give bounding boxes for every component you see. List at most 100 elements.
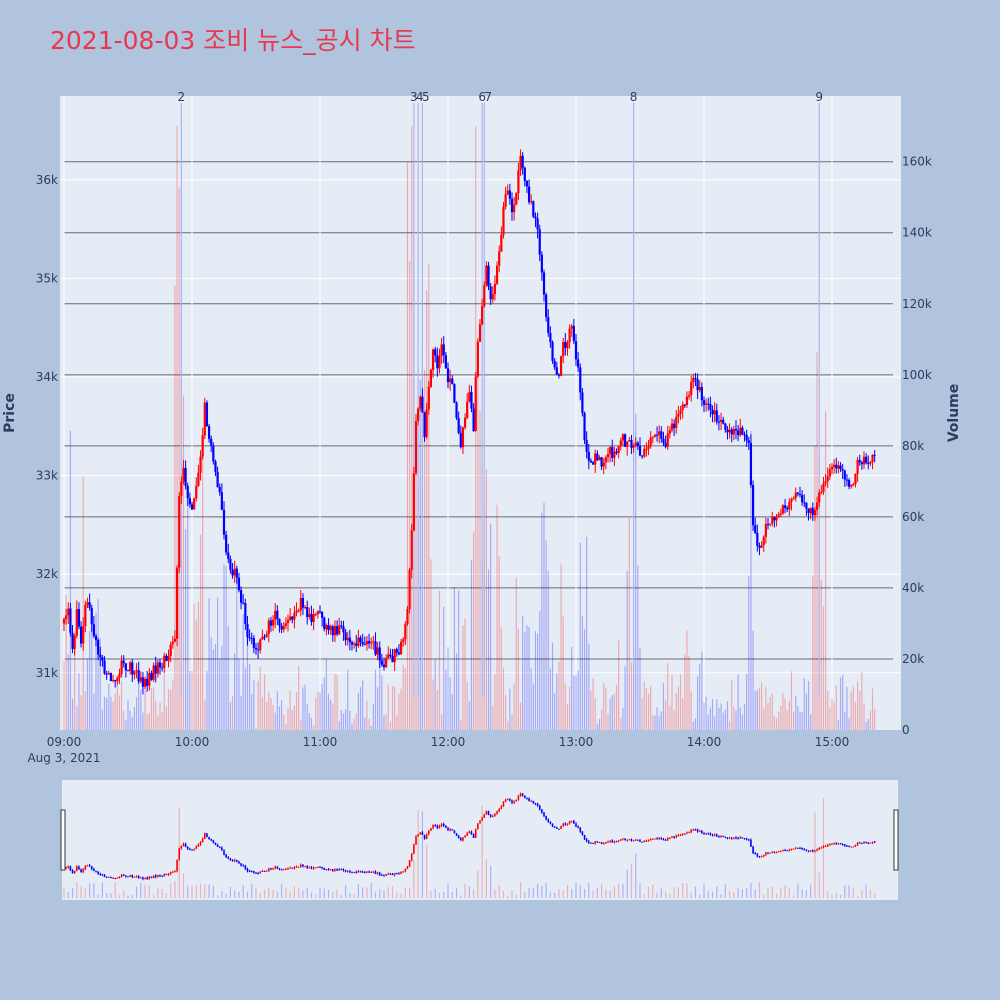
- price-candle-body: [361, 642, 364, 645]
- price-candle-body: [579, 367, 582, 393]
- price-candle-body: [146, 678, 149, 686]
- mini-volume-bar: [494, 889, 496, 898]
- price-candle-body: [178, 496, 181, 568]
- mini-candle-body: [233, 860, 236, 862]
- mini-candle-body: [496, 811, 498, 815]
- volume-bar: [385, 714, 387, 730]
- mini-volume-bar: [660, 888, 662, 898]
- price-candle-body: [521, 155, 524, 168]
- price-candle-body: [297, 610, 300, 612]
- price-candle-body: [587, 451, 590, 461]
- mini-candle-body: [372, 871, 375, 873]
- volume-bar: [428, 264, 430, 730]
- y-tick-label: 31k: [36, 666, 58, 680]
- mini-candle-body: [679, 834, 682, 836]
- price-candle-body: [276, 610, 279, 619]
- mini-candle-body: [846, 845, 848, 847]
- mini-volume-bar: [579, 885, 581, 898]
- volume-bar: [692, 721, 694, 730]
- mini-candle-body: [451, 829, 454, 831]
- mini-candle-body: [502, 801, 505, 807]
- mini-candle-body: [775, 851, 778, 853]
- mini-candle-body: [472, 834, 475, 838]
- price-candle-body: [323, 617, 326, 630]
- mini-candle-body: [120, 874, 123, 877]
- mini-candle-body: [745, 838, 748, 840]
- mini-candle-body: [739, 837, 742, 839]
- volume-bar: [272, 705, 274, 730]
- volume-bar: [846, 686, 848, 730]
- range-slider[interactable]: [60, 780, 899, 900]
- price-candle-body: [847, 479, 851, 487]
- volume-bar: [212, 649, 214, 730]
- mini-volume-bar: [656, 892, 658, 898]
- volume-bar: [353, 718, 355, 730]
- price-candle-body: [62, 619, 66, 624]
- mini-candle-body: [393, 873, 396, 876]
- plot-area[interactable]: [60, 96, 901, 730]
- volume-bar: [402, 664, 404, 730]
- mini-candle-body: [105, 876, 108, 878]
- price-candle-body: [873, 454, 876, 456]
- price-candle-body: [822, 483, 825, 492]
- mini-candle-body: [402, 871, 404, 873]
- volume-bar: [135, 696, 138, 730]
- volume-bar: [577, 670, 579, 730]
- volume-bar: [304, 684, 306, 730]
- mini-candle-body: [259, 871, 262, 874]
- range-slider-right-handle[interactable]: [893, 809, 899, 871]
- mini-candle-body: [660, 837, 663, 840]
- price-candle-body: [340, 625, 343, 627]
- volume-bar: [80, 695, 82, 730]
- volume-bar: [588, 643, 590, 730]
- price-candle-body: [150, 673, 153, 680]
- mini-volume-bar: [669, 893, 671, 898]
- mini-candle-body: [858, 842, 861, 844]
- mini-candle-body: [434, 824, 436, 826]
- price-candle-body: [487, 265, 490, 287]
- volume-bar: [679, 674, 682, 730]
- price-candle-body: [421, 396, 424, 413]
- volume-bar: [125, 719, 127, 730]
- price-candle-body: [86, 602, 89, 605]
- mini-candle-body: [73, 870, 76, 873]
- range-slider-left-handle[interactable]: [60, 809, 66, 871]
- mini-candle-body: [468, 831, 471, 834]
- mini-volume-bar: [349, 893, 351, 898]
- price-candle-body: [540, 254, 543, 273]
- volume-bar: [447, 647, 449, 730]
- price-candle-body: [845, 479, 849, 481]
- mini-volume-bar: [490, 865, 492, 898]
- mini-volume-bar: [67, 891, 69, 898]
- mini-candle-body: [112, 877, 114, 879]
- volume-bar: [321, 683, 323, 730]
- mini-candle-body: [869, 842, 872, 844]
- mini-volume-bar: [242, 884, 244, 898]
- mini-candle-body: [658, 837, 660, 839]
- price-candle-body: [651, 436, 654, 438]
- mini-volume-bar: [357, 884, 359, 898]
- volume-bar: [656, 707, 658, 730]
- mini-candle-body: [374, 871, 377, 874]
- mini-candle-body: [611, 840, 614, 843]
- mini-candle-body: [293, 867, 296, 869]
- volume-bar: [835, 685, 837, 730]
- volume-bar: [283, 714, 285, 730]
- volume-bar: [509, 688, 511, 730]
- mini-candle-body: [733, 837, 735, 839]
- volume-bar: [464, 618, 466, 730]
- mini-candle-body: [820, 847, 823, 849]
- volume-bar: [170, 689, 172, 730]
- volume-bar: [227, 626, 229, 730]
- price-candle-body: [609, 447, 612, 454]
- price-candle-body: [764, 524, 767, 537]
- price-candle-body: [235, 568, 238, 578]
- price-candle-body: [350, 642, 354, 645]
- mini-candle-body: [255, 872, 257, 874]
- price-candle-body: [773, 516, 776, 521]
- mini-volume-bar: [605, 889, 607, 898]
- mini-candle-body: [268, 868, 270, 871]
- mini-candle-body: [86, 865, 89, 867]
- volume-bar: [771, 693, 773, 730]
- price-candle-body: [623, 434, 627, 447]
